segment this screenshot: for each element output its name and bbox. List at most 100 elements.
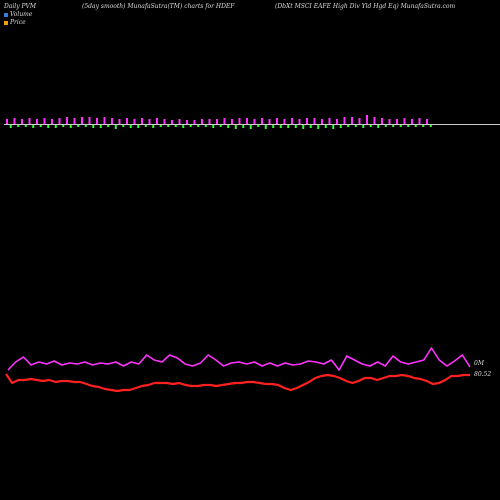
legend-price-swatch [4,20,8,25]
volume-bar [208,119,211,124]
volume-bar [362,125,365,128]
volume-bar [174,125,177,127]
volume-bar [369,125,372,127]
volume-bar [167,125,170,127]
volume-bar [317,125,320,129]
volume-bar [152,125,155,128]
legend-volume: Volume [4,11,32,18]
volume-bar [141,118,143,124]
volume-bar [283,119,286,124]
volume-bar [9,125,12,128]
volume-bar [249,125,252,129]
volume-bar [126,118,128,124]
volume-bar [17,125,20,127]
volume-bar [414,125,417,127]
volume-bar [246,118,248,124]
volume-bar [144,125,147,127]
legend-volume-label: Volume [10,11,33,18]
volume-bar [328,118,331,124]
volume-bar [84,125,87,127]
volume-bar [36,119,38,124]
volume-bar [343,117,346,124]
volume-bar [171,120,173,124]
volume-bar [336,119,338,124]
volume-bar [426,119,428,124]
volume-bar [99,125,102,128]
volume-bar [358,118,361,124]
volume-bar [298,119,301,124]
volume-bar [6,119,8,124]
volume-bar [77,125,80,127]
annotation-volume: 0M [474,360,485,367]
volume-bar [306,118,308,124]
volume-bar [272,125,275,128]
volume-bar [268,119,271,124]
volume-bar [122,125,125,127]
volume-bar [73,118,76,124]
volume-bar [227,125,230,128]
volume-bar [186,120,188,124]
volume-bar [114,125,117,129]
legend-price: Price [4,19,26,26]
volume-bar [111,118,113,124]
volume-bar [204,125,207,127]
volume-bar [69,125,72,128]
volume-bar [381,118,383,124]
volume-bar [81,117,83,124]
volume-bar [66,117,68,124]
volume-bar [287,125,290,128]
legend-price-label: Price [10,19,26,26]
volume-bar [54,125,57,128]
volume-bar [354,125,357,127]
volume-bar [384,125,387,127]
volume-bar [396,119,398,124]
volume-bar [347,125,350,127]
volume-bar [309,125,312,128]
volume-bar [223,118,226,124]
volume-bar [159,125,162,127]
legend-volume-swatch [4,12,8,17]
volume-bar [253,119,256,124]
volume-bar [96,118,98,124]
volume-bar [324,125,327,128]
volume-bar [51,119,53,124]
volume-bar [399,125,402,127]
price-line [5,373,470,393]
volume-bar [219,125,222,127]
volume-bar [216,119,218,124]
volume-bar [43,118,46,124]
volume-bar [388,119,391,124]
volume-bar [257,125,260,127]
volume-bar [422,125,425,127]
volume-bar [189,125,192,127]
volume-bar [24,125,27,127]
volume-bar [294,125,297,128]
volume-bar [238,118,241,124]
volume-bar [403,118,406,124]
chart-title-right: (DbXt MSCI EAFE High Div Yld Hgd Eq) Mun… [275,3,456,10]
volume-bar [373,117,376,124]
volume-bar [231,119,233,124]
volume-bar [418,118,421,124]
volume-bar [103,117,106,124]
volume-line [7,347,471,371]
volume-bar [377,125,380,128]
volume-bar [339,125,342,128]
volume-bar [148,119,151,124]
volume-bar [321,119,323,124]
volume-bar [92,125,95,128]
volume-bar [264,125,267,129]
volume-bar [39,125,42,127]
annotation-price: 80.52 [474,371,491,378]
volume-bar [118,119,121,124]
volume-bar [193,120,196,124]
chart-title-center: (5day smooth) MunafaSutra(TM) charts for… [82,3,235,10]
volume-bar [392,125,395,127]
volume-bar [234,125,237,129]
volume-bar [129,125,132,128]
volume-bar [276,118,278,124]
volume-bar [279,125,282,128]
volume-bar [302,125,305,129]
volume-bar [242,125,245,128]
